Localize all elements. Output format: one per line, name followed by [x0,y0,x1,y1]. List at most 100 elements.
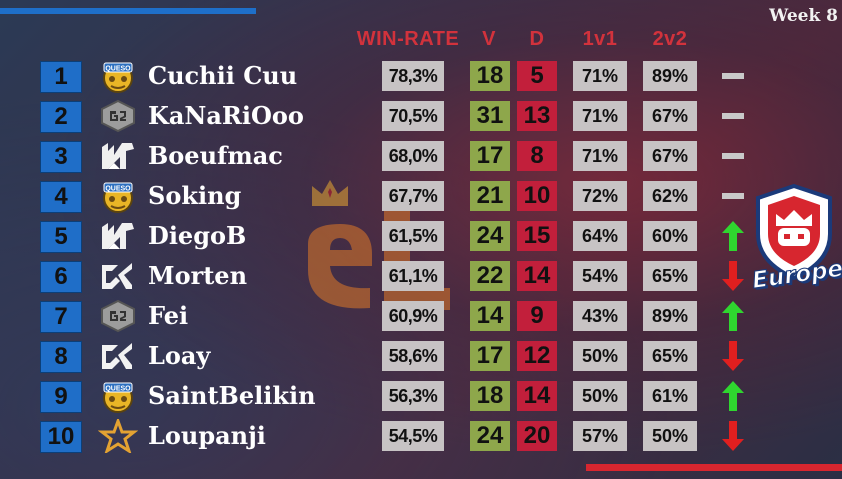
defeats-cell: 15 [517,221,557,251]
2v2-cell: 67% [643,101,697,131]
no-change-dash-icon [722,73,744,79]
1v1-cell: 72% [573,181,627,211]
victories-cell: 21 [470,181,510,211]
table-row: 9 QUESO SaintBelikin 56,3% 18 14 50% 61% [0,377,842,413]
winrate-cell: 54,5% [382,421,444,451]
table-row: 5 DiegoB 61,5% 24 15 64% 60% [0,217,842,253]
table-row: 3 Boeufmac 68,0% 17 8 71% 67% [0,137,842,173]
rank-badge: 2 [40,101,82,133]
1v1-cell: 71% [573,101,627,131]
header-defeats: D [529,28,545,50]
rank-badge: 7 [40,301,82,333]
rank-badge: 1 [40,61,82,93]
winrate-cell: 70,5% [382,101,444,131]
clash-royale-league-logo [756,183,832,281]
svg-text:QUESO: QUESO [105,186,131,193]
victories-cell: 18 [470,61,510,91]
2v2-cell: 67% [643,141,697,171]
rank-badge: 5 [40,221,82,253]
down-arrow-icon [722,341,744,371]
no-change-dash-icon [722,153,744,159]
trend-indicator [720,179,746,213]
crown-icon [312,180,348,206]
1v1-cell: 71% [573,61,627,91]
rank-badge: 3 [40,141,82,173]
g2-logo-icon [98,299,138,333]
liquid-logo-icon [98,139,138,173]
trend-indicator [720,219,746,253]
trend-indicator [720,59,746,93]
victories-cell: 18 [470,381,510,411]
defeats-cell: 8 [517,141,557,171]
rank-badge: 4 [40,181,82,213]
player-name: Cuchii Cuu [148,61,298,90]
2v2-cell: 62% [643,181,697,211]
rank-badge: 10 [40,421,82,453]
defeats-cell: 20 [517,421,557,451]
player-name: Loay [148,341,211,370]
victories-cell: 17 [470,341,510,371]
trend-indicator [720,339,746,373]
table-row: 8 Loay 58,6% 17 12 50% 65% [0,337,842,373]
queso-logo-icon: QUESO [98,379,138,413]
trend-indicator [720,419,746,453]
1v1-cell: 54% [573,261,627,291]
player-name: DiegoB [148,221,247,250]
rank-badge: 9 [40,381,82,413]
2v2-cell: 89% [643,301,697,331]
2v2-cell: 61% [643,381,697,411]
g2-logo-icon [98,99,138,133]
no-change-dash-icon [722,193,744,199]
1v1-cell: 57% [573,421,627,451]
player-name: Morten [148,261,248,290]
trend-indicator [720,379,746,413]
defeats-cell: 9 [517,301,557,331]
victories-cell: 14 [470,301,510,331]
1v1-cell: 50% [573,341,627,371]
defeats-cell: 14 [517,381,557,411]
winrate-cell: 68,0% [382,141,444,171]
table-row: 4 QUESO Soking 67,7% 21 10 72% 62% [0,177,842,213]
table-row: 10 Loupanji 54,5% 24 20 57% 50% [0,416,842,455]
winrate-cell: 61,1% [382,261,444,291]
queso-logo-icon: QUESO [98,179,138,213]
2v2-cell: 60% [643,221,697,251]
table-row: 6 Morten 61,1% 22 14 54% 65% [0,257,842,293]
svg-text:QUESO: QUESO [105,66,131,73]
player-name: Loupanji [148,421,266,450]
2v2-cell: 65% [643,261,697,291]
table-row: 1 QUESO Cuchii Cuu 78,3% 18 5 71% 89% [0,57,842,93]
2v2-cell: 89% [643,61,697,91]
1v1-cell: 71% [573,141,627,171]
no-change-dash-icon [722,113,744,119]
trend-indicator [720,99,746,133]
player-name: SaintBelikin [148,381,316,410]
defeats-cell: 5 [517,61,557,91]
2v2-cell: 65% [643,341,697,371]
winrate-cell: 78,3% [382,61,444,91]
rank-badge: 6 [40,261,82,293]
sk-logo-icon [98,339,138,373]
defeats-cell: 14 [517,261,557,291]
1v1-cell: 50% [573,381,627,411]
victories-cell: 31 [470,101,510,131]
player-name: Fei [148,301,189,330]
table-row: 7 Fei 60,9% 14 9 43% 89% [0,297,842,333]
1v1-cell: 64% [573,221,627,251]
rank-badge: 8 [40,341,82,373]
svg-text:QUESO: QUESO [105,386,131,393]
header-winrate: WIN-RATE [356,28,460,50]
up-arrow-icon [722,381,744,411]
trend-indicator [720,299,746,333]
header-victories: V [482,28,496,50]
winrate-cell: 61,5% [382,221,444,251]
winrate-cell: 58,6% [382,341,444,371]
victories-cell: 22 [470,261,510,291]
header-1v1: 1v1 [582,28,618,50]
winrate-cell: 56,3% [382,381,444,411]
week-label: Week 8 [769,6,838,26]
top-accent-bar [0,8,256,14]
victories-cell: 24 [470,221,510,251]
player-name: Boeufmac [148,141,283,170]
victories-cell: 24 [470,421,510,451]
